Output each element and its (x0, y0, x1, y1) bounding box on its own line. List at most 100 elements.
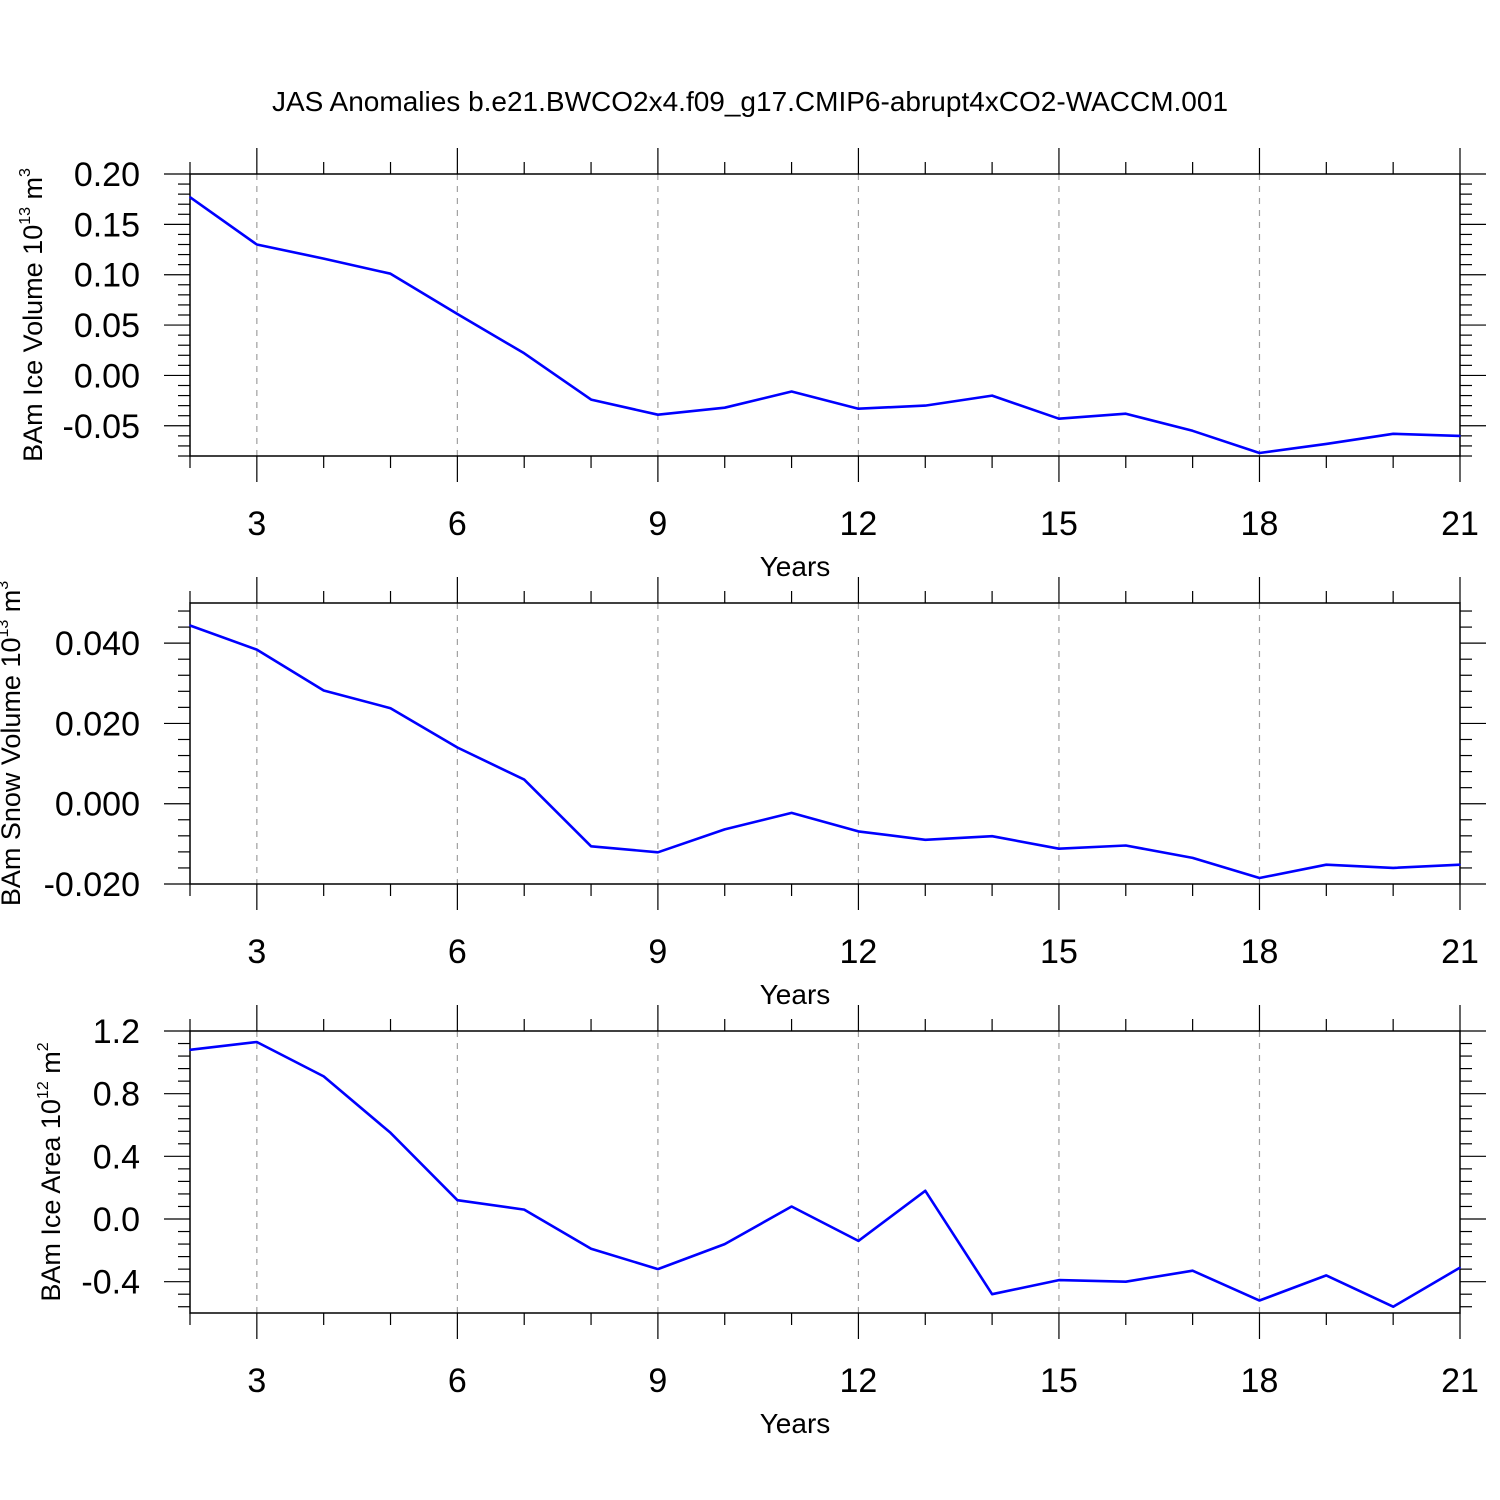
data-point (523, 778, 526, 781)
y-tick-label: 0.040 (55, 625, 140, 663)
data-point (1191, 1269, 1194, 1272)
data-point (456, 313, 459, 315)
data-point (1124, 412, 1127, 415)
panels: 3 6 9 12 15 18 21 0.20 0.15 0.10 0.05 0.00 -0.05 Year… (0, 148, 1486, 1439)
y-axis-label: BAm Ice Area 1012 m2 (35, 1042, 66, 1301)
data-point (991, 835, 993, 838)
y-tick-label: 0.4 (93, 1138, 140, 1176)
data-point (991, 394, 993, 397)
y-tick-label: 0.0 (93, 1201, 140, 1239)
data-point (857, 830, 860, 833)
data-point (189, 196, 191, 198)
y-axis-label: BAm Ice Volume 1013 m3 (17, 168, 48, 462)
data-point (991, 1293, 993, 1295)
data-point (389, 707, 392, 709)
data-point (322, 1075, 325, 1078)
x-tick-label: 12 (840, 933, 878, 971)
y-tick-label: 0.000 (55, 786, 140, 824)
data-point (723, 1243, 726, 1245)
data-point (790, 1205, 793, 1208)
x-tick-label: 9 (648, 933, 667, 971)
y-tick-label: 0.10 (74, 257, 140, 295)
y-tick-label: 0.15 (74, 206, 140, 244)
chart-panel-1: 3 6 9 12 15 18 21 0.20 0.15 0.10 0.05 0.00 -0.05 Year… (17, 148, 1486, 582)
figure-title: JAS Anomalies b.e21.BWCO2x4.f09_g17.CMIP… (272, 86, 1228, 117)
x-tick-label: 12 (840, 505, 878, 543)
x-axis-label: Years (760, 1408, 831, 1439)
data-point (189, 1049, 191, 1051)
data-point (1058, 417, 1060, 420)
data-point (322, 689, 325, 692)
x-tick-label: 9 (648, 505, 667, 543)
x-tick-label: 6 (448, 505, 467, 543)
data-point (1191, 430, 1194, 432)
data-point (523, 352, 526, 355)
data-point (389, 1132, 392, 1134)
plot-frame (189, 173, 1461, 457)
data-point (657, 851, 659, 854)
data-point (790, 812, 793, 814)
x-tick-label: 18 (1241, 505, 1279, 543)
chart-panel-2: 3 6 9 12 15 18 21 0.040 0.020 0.000 -0.020 Years BAm… (0, 577, 1486, 1010)
x-tick-label: 9 (648, 1362, 667, 1400)
y-tick-label: 1.2 (93, 1013, 140, 1051)
x-tick-label: 6 (448, 933, 467, 971)
data-point (456, 1199, 459, 1201)
data-point (1459, 1266, 1461, 1269)
data-point (924, 839, 927, 841)
x-tick-label: 3 (247, 1362, 266, 1400)
data-point (1325, 1274, 1328, 1277)
data-point (1258, 452, 1261, 454)
y-tick-label: 0.8 (93, 1076, 140, 1114)
x-axis-label: Years (760, 979, 831, 1010)
series-line (189, 1040, 1461, 1308)
data-point (523, 1208, 526, 1211)
plot-frame (189, 602, 1461, 885)
data-point (256, 243, 258, 246)
x-tick-label: 6 (448, 1362, 467, 1400)
x-tick-label: 18 (1241, 1362, 1279, 1400)
series-line (189, 196, 1461, 455)
data-point (857, 407, 860, 410)
data-point (1191, 857, 1194, 859)
data-point (456, 746, 459, 749)
x-tick-label: 12 (840, 1362, 878, 1400)
data-point (256, 648, 258, 651)
x-tick-label: 3 (247, 505, 266, 543)
data-point (590, 398, 592, 401)
series-line (189, 624, 1461, 880)
y-tick-label: -0.020 (44, 866, 140, 904)
data-point (590, 845, 592, 848)
data-point (1392, 1305, 1394, 1308)
data-point (1124, 1280, 1127, 1283)
x-tick-label: 21 (1441, 1362, 1479, 1400)
y-tick-label: 0.020 (55, 705, 140, 743)
y-tick-label: 0.20 (74, 156, 140, 194)
data-point (1258, 1299, 1261, 1302)
x-tick-label: 18 (1241, 933, 1279, 971)
data-point (657, 413, 659, 416)
y-tick-label: -0.05 (63, 408, 141, 446)
x-tick-label: 15 (1040, 505, 1078, 543)
y-tick-label: -0.4 (81, 1264, 140, 1302)
data-point (1058, 1279, 1060, 1281)
data-point (1392, 433, 1394, 435)
data-point (590, 1247, 592, 1250)
data-point (322, 257, 325, 260)
data-point (723, 406, 726, 409)
data-point (723, 828, 726, 831)
data-point (1124, 844, 1127, 847)
x-axis-label: Years (760, 551, 831, 582)
chart-panel-3: 3 6 9 12 15 18 21 1.2 0.8 0.4 0.0 -0.4 Years BAm Ice … (35, 1005, 1486, 1439)
data-point (1392, 867, 1394, 869)
plot-frame (189, 1030, 1461, 1314)
data-point (189, 624, 191, 627)
y-axis-label: BAm Snow Volume 1013 m3 (0, 581, 26, 906)
data-point (1325, 443, 1328, 445)
data-point (1058, 847, 1060, 850)
x-tick-label: 21 (1441, 933, 1479, 971)
data-point (924, 1190, 927, 1192)
data-point (657, 1268, 659, 1270)
y-tick-label: 0.05 (74, 307, 140, 345)
data-point (924, 404, 927, 407)
